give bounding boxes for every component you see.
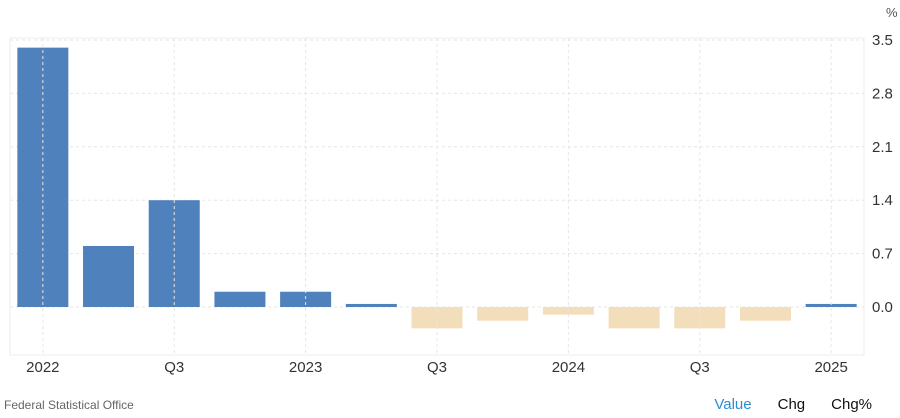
tab-value[interactable]: Value	[714, 396, 752, 413]
bar	[83, 245, 135, 307]
bar	[345, 303, 397, 307]
tab-chg-percent[interactable]: Chg%	[831, 396, 872, 413]
bar-chart: 0.0 0.7 1.4 2.1 2.8 3.5% 2022 Q3 2023 Q3 2024 Q3 202…	[9, 5, 898, 376]
bar	[674, 307, 726, 329]
y-tick-label: 0.0	[872, 299, 893, 316]
x-tick-label: 2025	[814, 359, 847, 376]
x-tick-label: Q3	[690, 359, 710, 376]
bar	[608, 307, 660, 329]
view-tabs: Value Chg Chg%	[714, 396, 872, 413]
tab-chg[interactable]: Chg	[777, 396, 806, 413]
y-tick-label: 3.5	[872, 32, 893, 49]
bar	[214, 291, 266, 307]
source-label: Federal Statistical Office	[4, 398, 134, 412]
bar	[477, 307, 529, 321]
x-tick-label: 2024	[552, 359, 585, 376]
x-tick-label: Q3	[164, 359, 184, 376]
bar	[411, 307, 463, 329]
y-tick-label: 2.1	[872, 139, 893, 156]
bar	[739, 307, 791, 321]
bar	[805, 303, 857, 307]
x-tick-label: 2023	[289, 359, 322, 376]
chart-footer: Federal Statistical Office Value Chg Chg…	[0, 392, 900, 418]
y-tick-label: 0.7	[872, 246, 893, 263]
y-tick-label: 1.4	[872, 192, 893, 209]
x-tick-label: Q3	[427, 359, 447, 376]
y-tick-label: 2.8	[872, 85, 893, 102]
bar	[280, 291, 332, 307]
x-tick-label: 2022	[26, 359, 59, 376]
y-unit-label: %	[886, 5, 898, 20]
